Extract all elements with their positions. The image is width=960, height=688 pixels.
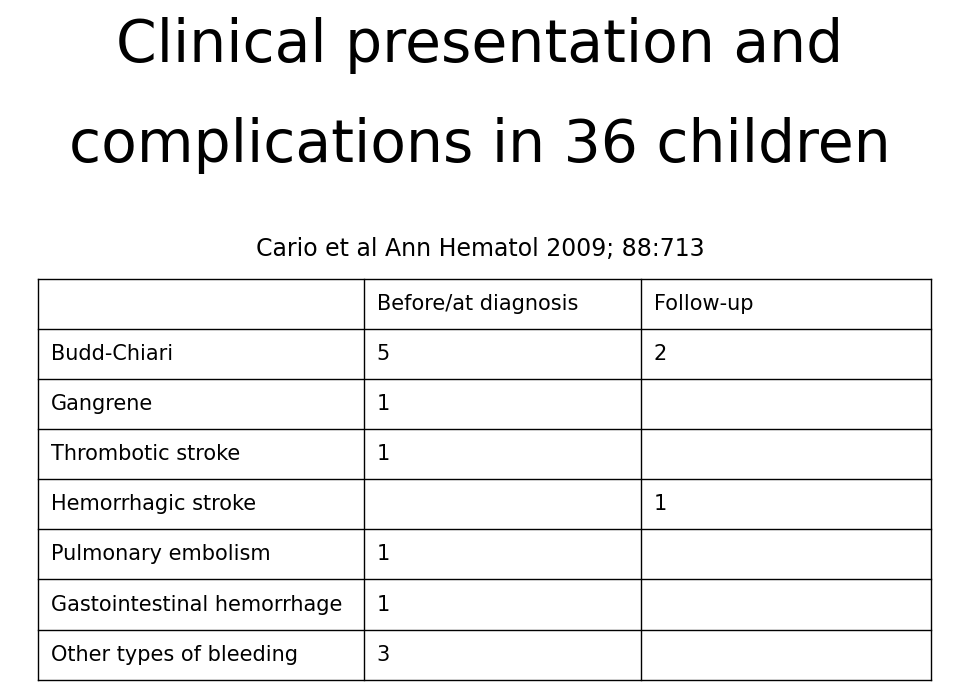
Text: 1: 1	[376, 394, 390, 414]
Text: 1: 1	[654, 494, 667, 514]
Text: Thrombotic stroke: Thrombotic stroke	[51, 444, 240, 464]
Text: Budd-Chiari: Budd-Chiari	[51, 344, 173, 364]
Text: 3: 3	[376, 645, 390, 665]
Text: complications in 36 children: complications in 36 children	[69, 117, 891, 174]
Text: Cario et al Ann Hematol 2009; 88:713: Cario et al Ann Hematol 2009; 88:713	[255, 237, 705, 261]
Text: Clinical presentation and: Clinical presentation and	[116, 17, 844, 74]
Text: 1: 1	[376, 444, 390, 464]
Text: 1: 1	[376, 544, 390, 564]
Text: Before/at diagnosis: Before/at diagnosis	[376, 294, 578, 314]
Text: 1: 1	[376, 594, 390, 614]
Text: Gastointestinal hemorrhage: Gastointestinal hemorrhage	[51, 594, 343, 614]
Text: Pulmonary embolism: Pulmonary embolism	[51, 544, 271, 564]
Text: Hemorrhagic stroke: Hemorrhagic stroke	[51, 494, 256, 514]
Text: 5: 5	[376, 344, 390, 364]
Text: Other types of bleeding: Other types of bleeding	[51, 645, 298, 665]
Text: Gangrene: Gangrene	[51, 394, 154, 414]
Text: Follow-up: Follow-up	[654, 294, 753, 314]
Text: 2: 2	[654, 344, 667, 364]
